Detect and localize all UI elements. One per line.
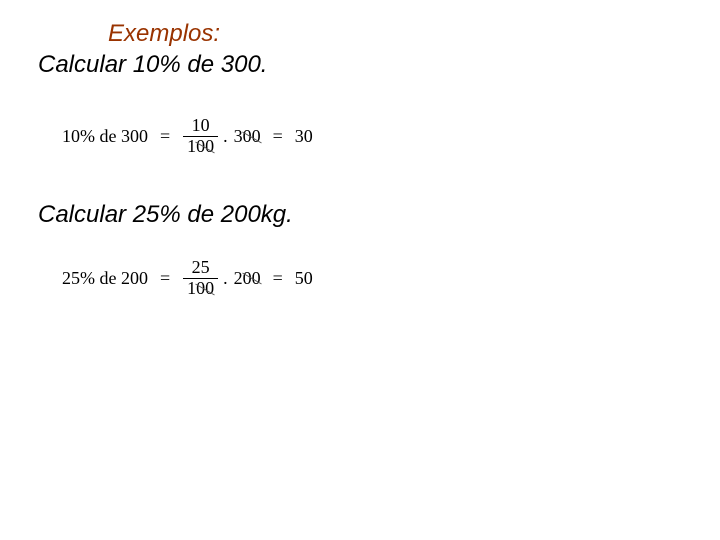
example2-prompt: Calcular 25% de 200kg. [38, 199, 720, 230]
equals-sign: = [273, 126, 283, 147]
eq1-numerator: 10 [188, 116, 214, 136]
equals-sign: = [273, 268, 283, 289]
eq1-lhs: 10% de 300 [62, 126, 148, 147]
eq1-fraction: 10 100 [183, 116, 218, 157]
eq2-result: 50 [295, 268, 313, 289]
eq2-denominator: 100 [183, 279, 218, 299]
equals-sign: = [160, 126, 170, 147]
eq2-lhs: 25% de 200 [62, 268, 148, 289]
eq2-numerator: 25 [188, 258, 214, 278]
example1-equation: 10% de 300 = 10 100 . 300 = 30 [38, 116, 720, 157]
cancel-mark: 00 [196, 279, 214, 299]
heading-text: Exemplos: [108, 20, 220, 47]
eq1-result: 30 [295, 126, 313, 147]
cancel-mark: 00 [243, 268, 261, 289]
eq1-denominator: 100 [183, 137, 218, 157]
example2-equation: 25% de 200 = 25 100 . 200 = 50 [38, 258, 720, 299]
eq2-multiplier: 200 [234, 268, 261, 289]
cancel-mark: 00 [243, 126, 261, 147]
multiply-dot: . [223, 126, 228, 147]
eq2-fraction: 25 100 [183, 258, 218, 299]
multiply-dot: . [223, 268, 228, 289]
eq1-multiplier: 300 [234, 126, 261, 147]
cancel-mark: 00 [196, 137, 214, 157]
example1-prompt: Calcular 10% de 300. [38, 49, 720, 80]
slide-content: Exemplos: Calcular 10% de 300. 10% de 30… [0, 0, 720, 299]
equals-sign: = [160, 268, 170, 289]
examples-heading: Exemplos: [38, 18, 720, 49]
